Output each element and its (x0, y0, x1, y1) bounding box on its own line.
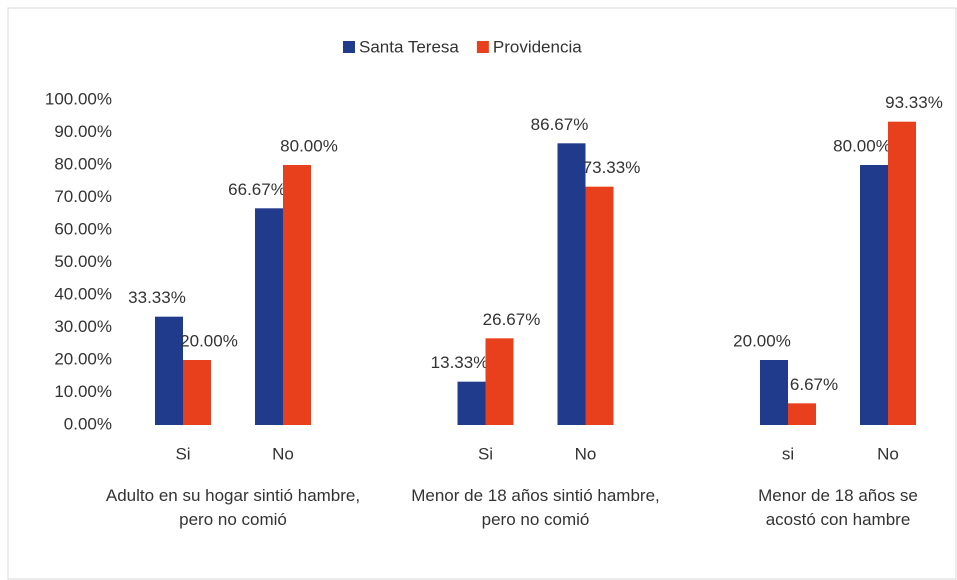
data-label: 93.33% (885, 93, 943, 112)
x-tick-label: Si (175, 444, 190, 463)
legend-swatch (343, 41, 355, 53)
data-label: 80.00% (833, 136, 891, 155)
bar (155, 316, 183, 425)
data-label: 26.67% (483, 310, 541, 329)
x-tick-label: No (272, 444, 294, 463)
group-label: Menor de 18 años se acostó con hambre (758, 486, 918, 529)
bar (283, 165, 311, 425)
x-tick-label: No (877, 444, 899, 463)
data-label: 66.67% (228, 180, 286, 199)
data-label: 13.33% (431, 353, 489, 372)
y-tick-label: 90.00% (54, 122, 112, 141)
y-tick-label: 20.00% (54, 349, 112, 368)
bar (888, 121, 916, 426)
bar (183, 360, 211, 425)
bar (557, 143, 586, 425)
y-tick-label: 80.00% (54, 154, 112, 173)
y-tick-label: 30.00% (54, 317, 112, 336)
bar (860, 165, 888, 425)
legend-label: Santa Teresa (359, 37, 459, 56)
y-tick-label: 100.00% (45, 89, 112, 108)
x-tick-label: si (782, 444, 794, 463)
y-tick-label: 40.00% (54, 284, 112, 303)
data-label: 20.00% (733, 331, 791, 350)
data-label: 73.33% (583, 158, 641, 177)
data-label: 6.67% (790, 375, 838, 394)
chart-frame (7, 7, 957, 580)
y-tick-label: 50.00% (54, 252, 112, 271)
bar (760, 360, 788, 425)
legend-swatch (476, 41, 489, 53)
legend-label: Providencia (493, 37, 582, 56)
x-tick-label: Si (478, 444, 493, 463)
bar (457, 381, 486, 425)
data-label: 33.33% (128, 288, 186, 307)
data-label: 80.00% (280, 136, 338, 155)
y-tick-label: 70.00% (54, 187, 112, 206)
y-tick-label: 0.00% (64, 414, 112, 433)
bar (788, 403, 816, 425)
x-tick-label: No (575, 444, 597, 463)
bar (585, 186, 614, 425)
bar (255, 208, 283, 425)
data-label: 20.00% (180, 331, 238, 350)
y-tick-label: 10.00% (54, 382, 112, 401)
group-label: Menor de 18 años sintió hambre, pero no … (411, 486, 660, 529)
bar (485, 338, 514, 425)
data-label: 86.67% (531, 115, 589, 134)
y-tick-label: 60.00% (54, 219, 112, 238)
group-label: Adulto en su hogar sintió hambre, pero n… (105, 486, 361, 529)
